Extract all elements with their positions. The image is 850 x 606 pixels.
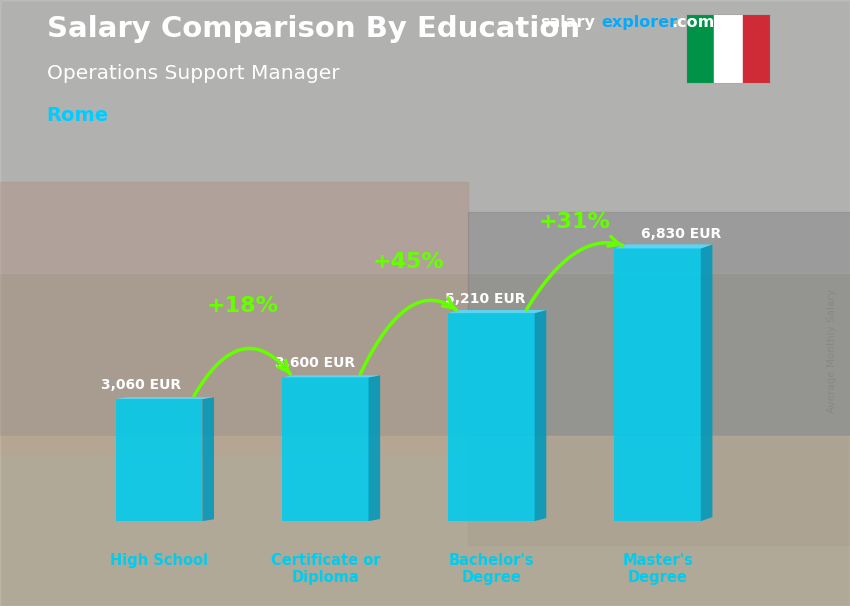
Bar [282,378,369,521]
Text: 6,830 EUR: 6,830 EUR [641,227,722,241]
Text: 3,600 EUR: 3,600 EUR [275,356,355,370]
Text: High School: High School [110,553,208,568]
Text: +45%: +45% [372,251,445,271]
Bar [714,14,743,84]
Text: 3,060 EUR: 3,060 EUR [101,378,181,392]
Text: Rome: Rome [47,106,109,125]
Text: Operations Support Manager: Operations Support Manager [47,64,339,82]
Bar [448,313,535,521]
Bar [615,248,700,521]
Text: Bachelor's
Degree: Bachelor's Degree [449,553,535,585]
Text: Master's
Degree: Master's Degree [622,553,693,585]
Polygon shape [202,397,214,521]
Text: salary: salary [540,15,595,30]
Text: 5,210 EUR: 5,210 EUR [445,292,525,306]
Text: explorer: explorer [602,15,678,30]
Polygon shape [615,244,712,248]
Text: Certificate or
Diploma: Certificate or Diploma [270,553,380,585]
Bar [686,14,714,84]
Bar [0,436,850,606]
Polygon shape [116,397,214,399]
Bar [116,399,202,521]
Text: Average Monthly Salary: Average Monthly Salary [827,290,837,413]
Polygon shape [369,375,380,521]
Text: .com: .com [672,15,715,30]
Bar [0,0,850,273]
Bar [0,182,468,454]
Text: Salary Comparison By Education: Salary Comparison By Education [47,15,580,43]
Polygon shape [700,244,712,521]
Text: +31%: +31% [539,211,610,231]
Polygon shape [282,375,380,378]
Bar [468,212,850,545]
Bar [743,14,771,84]
Polygon shape [448,310,547,313]
Polygon shape [535,310,547,521]
Text: +18%: +18% [207,296,278,316]
